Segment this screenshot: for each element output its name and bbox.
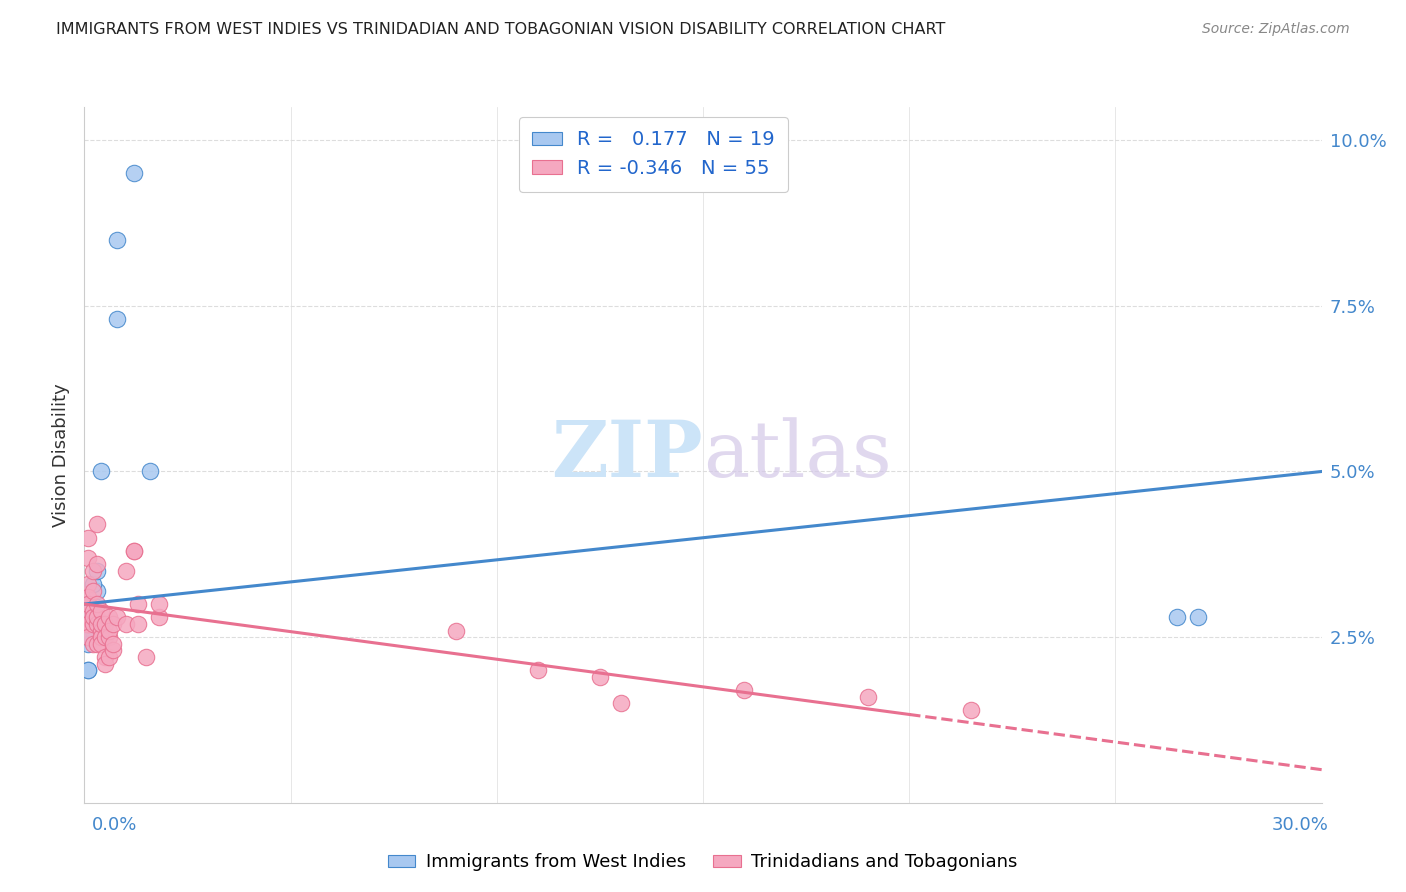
- Text: 30.0%: 30.0%: [1272, 816, 1329, 834]
- Point: [103, 637, 125, 651]
- Point: [77, 610, 100, 624]
- Point: [86, 597, 108, 611]
- Point: [86, 616, 108, 631]
- Y-axis label: Vision Disability: Vision Disability: [52, 383, 70, 527]
- Point: [127, 616, 149, 631]
- Point: [94, 657, 117, 671]
- Point: [94, 650, 117, 665]
- Text: Source: ZipAtlas.com: Source: ZipAtlas.com: [1202, 22, 1350, 37]
- Point: [856, 690, 879, 704]
- Point: [77, 637, 100, 651]
- Point: [103, 616, 125, 631]
- Point: [90, 630, 112, 644]
- Point: [98, 650, 121, 665]
- Point: [122, 544, 145, 558]
- Point: [90, 637, 112, 651]
- Point: [609, 697, 631, 711]
- Point: [589, 670, 612, 684]
- Point: [139, 465, 162, 479]
- Point: [82, 610, 104, 624]
- Point: [77, 663, 100, 677]
- Point: [82, 604, 104, 618]
- Point: [77, 630, 100, 644]
- Text: 0.0%: 0.0%: [91, 816, 136, 834]
- Point: [94, 630, 117, 644]
- Point: [90, 616, 112, 631]
- Point: [148, 610, 170, 624]
- Point: [105, 610, 128, 624]
- Point: [77, 550, 100, 565]
- Point: [86, 517, 108, 532]
- Point: [77, 591, 100, 605]
- Point: [82, 564, 104, 578]
- Point: [86, 564, 108, 578]
- Point: [105, 312, 128, 326]
- Point: [135, 650, 157, 665]
- Text: IMMIGRANTS FROM WEST INDIES VS TRINIDADIAN AND TOBAGONIAN VISION DISABILITY CORR: IMMIGRANTS FROM WEST INDIES VS TRINIDADI…: [56, 22, 946, 37]
- Point: [527, 663, 550, 677]
- Point: [77, 663, 100, 677]
- Point: [82, 616, 104, 631]
- Point: [77, 577, 100, 591]
- Point: [94, 616, 117, 631]
- Point: [98, 610, 121, 624]
- Point: [77, 616, 100, 631]
- Point: [98, 624, 121, 638]
- Point: [114, 616, 136, 631]
- Point: [77, 616, 100, 631]
- Point: [77, 616, 100, 631]
- Point: [733, 683, 755, 698]
- Point: [114, 564, 136, 578]
- Point: [77, 531, 100, 545]
- Point: [148, 597, 170, 611]
- Legend: Immigrants from West Indies, Trinidadians and Tobagonians: Immigrants from West Indies, Trinidadian…: [381, 847, 1025, 879]
- Point: [82, 583, 104, 598]
- Text: ZIP: ZIP: [551, 417, 703, 493]
- Point: [960, 703, 983, 717]
- Point: [122, 166, 145, 180]
- Point: [86, 558, 108, 572]
- Point: [82, 610, 104, 624]
- Point: [444, 624, 467, 638]
- Point: [82, 637, 104, 651]
- Point: [90, 465, 112, 479]
- Point: [77, 597, 100, 611]
- Point: [127, 597, 149, 611]
- Point: [77, 597, 100, 611]
- Point: [82, 624, 104, 638]
- Point: [86, 610, 108, 624]
- Point: [103, 643, 125, 657]
- Point: [77, 604, 100, 618]
- Legend: R =   0.177   N = 19, R = -0.346   N = 55: R = 0.177 N = 19, R = -0.346 N = 55: [519, 117, 789, 192]
- Point: [105, 233, 128, 247]
- Point: [77, 630, 100, 644]
- Point: [86, 583, 108, 598]
- Point: [90, 624, 112, 638]
- Point: [98, 630, 121, 644]
- Point: [90, 604, 112, 618]
- Point: [1187, 610, 1209, 624]
- Point: [122, 544, 145, 558]
- Point: [1166, 610, 1188, 624]
- Point: [86, 637, 108, 651]
- Point: [82, 577, 104, 591]
- Text: atlas: atlas: [703, 417, 891, 492]
- Point: [77, 616, 100, 631]
